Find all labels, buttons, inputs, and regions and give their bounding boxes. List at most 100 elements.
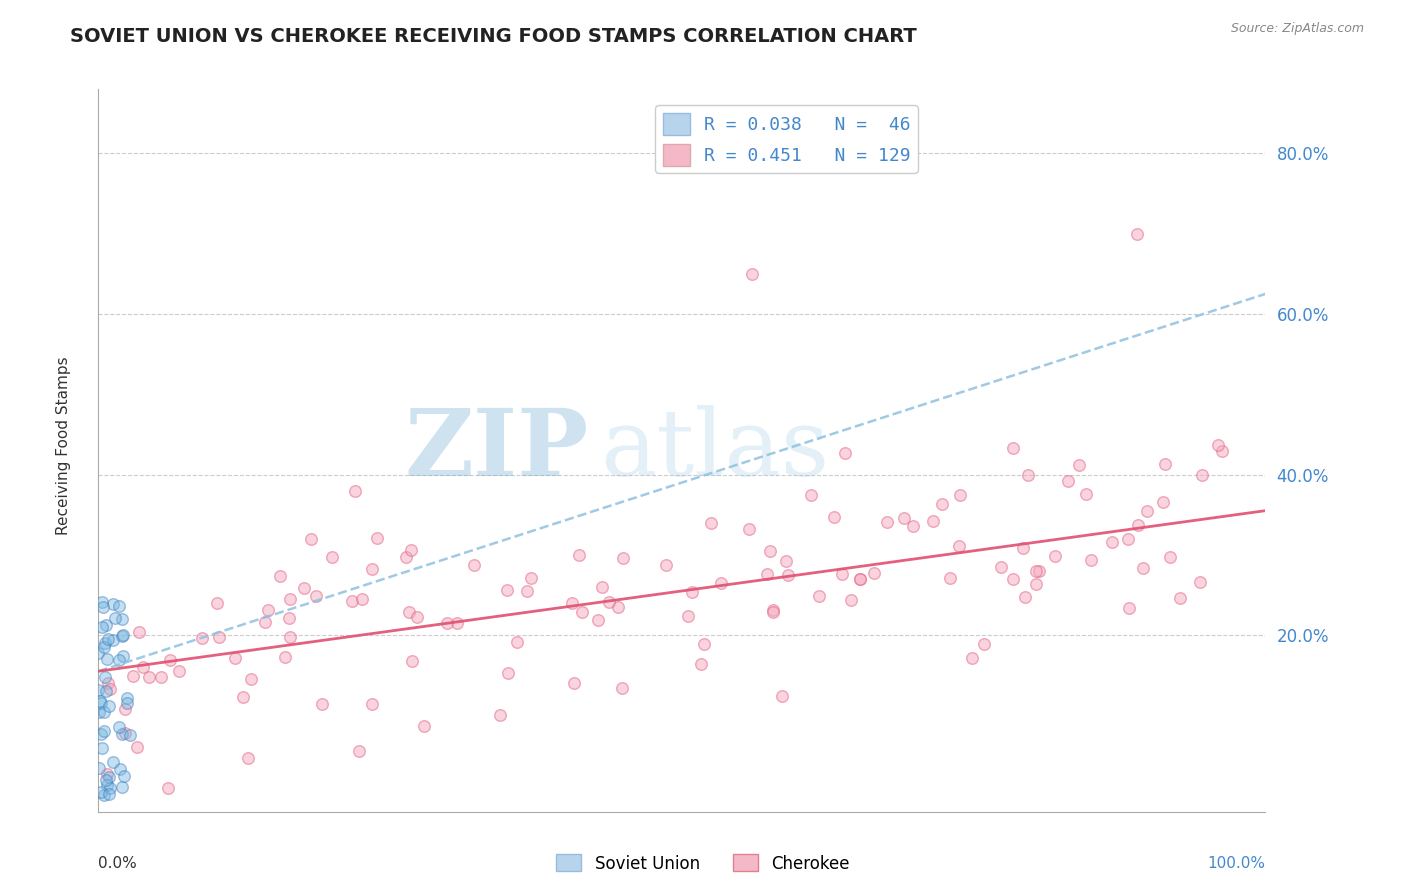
Point xyxy=(973,637,995,651)
Point xyxy=(681,585,703,599)
Point xyxy=(103,633,125,648)
Point xyxy=(738,522,761,536)
Point xyxy=(96,651,118,665)
Point xyxy=(1152,495,1174,509)
Point xyxy=(112,769,135,783)
Point xyxy=(111,612,134,626)
Point xyxy=(311,698,333,712)
Point xyxy=(598,595,620,609)
Point xyxy=(107,599,129,613)
Text: Receiving Food Stamps: Receiving Food Stamps xyxy=(56,357,70,535)
Point xyxy=(488,708,510,723)
Legend: Soviet Union, Cherokee: Soviet Union, Cherokee xyxy=(550,847,856,880)
Point xyxy=(1132,561,1154,575)
Point xyxy=(516,584,538,599)
Point xyxy=(96,618,118,632)
Point xyxy=(110,727,132,741)
Text: atlas: atlas xyxy=(600,406,830,495)
Point xyxy=(132,660,155,674)
Point xyxy=(612,551,634,566)
Point xyxy=(1159,549,1181,564)
Point xyxy=(1067,458,1090,472)
Point xyxy=(395,549,418,564)
Point xyxy=(101,756,124,770)
Point xyxy=(562,675,585,690)
Point xyxy=(755,566,778,581)
Point xyxy=(157,780,180,795)
Point xyxy=(361,562,384,576)
Point xyxy=(960,650,983,665)
Point xyxy=(495,583,517,598)
Point xyxy=(205,595,228,609)
Point xyxy=(990,560,1012,574)
Point xyxy=(96,767,118,781)
Point xyxy=(1118,601,1140,615)
Point xyxy=(93,706,115,720)
Point xyxy=(89,694,111,708)
Point xyxy=(770,690,793,704)
Point xyxy=(436,615,458,630)
Point xyxy=(108,653,131,667)
Point xyxy=(94,683,117,698)
Point xyxy=(938,571,960,585)
Point xyxy=(117,696,139,710)
Point xyxy=(91,600,114,615)
Point xyxy=(1012,541,1035,555)
Point xyxy=(299,532,322,546)
Point xyxy=(107,720,129,734)
Point xyxy=(893,510,915,524)
Point xyxy=(115,691,138,706)
Point xyxy=(239,673,262,687)
Point xyxy=(321,549,343,564)
Point xyxy=(800,488,823,502)
Point xyxy=(90,727,112,741)
Point xyxy=(120,728,142,742)
Point xyxy=(807,589,830,603)
Point xyxy=(1076,487,1098,501)
Point xyxy=(256,602,278,616)
Text: 100.0%: 100.0% xyxy=(1208,856,1265,871)
Point xyxy=(741,267,763,281)
Point xyxy=(690,657,713,671)
Point xyxy=(91,620,114,634)
Text: ZIP: ZIP xyxy=(405,406,589,495)
Point xyxy=(778,568,800,582)
Point xyxy=(274,649,297,664)
Point xyxy=(87,761,110,775)
Point xyxy=(1206,438,1229,452)
Point xyxy=(948,539,970,553)
Point xyxy=(610,681,633,696)
Point xyxy=(1001,441,1024,455)
Point xyxy=(110,629,132,643)
Point xyxy=(340,593,363,607)
Point xyxy=(606,600,628,615)
Text: 0.0%: 0.0% xyxy=(98,856,138,871)
Point xyxy=(839,593,862,607)
Point xyxy=(104,610,127,624)
Point xyxy=(344,483,367,498)
Point xyxy=(831,566,853,581)
Text: Source: ZipAtlas.com: Source: ZipAtlas.com xyxy=(1230,22,1364,36)
Point xyxy=(224,651,246,665)
Point xyxy=(87,706,110,720)
Point xyxy=(96,772,118,787)
Point xyxy=(87,683,110,698)
Point xyxy=(568,549,591,563)
Point xyxy=(159,653,181,667)
Point xyxy=(122,669,145,683)
Point xyxy=(93,789,115,803)
Point xyxy=(823,510,845,524)
Point xyxy=(349,744,371,758)
Point xyxy=(1128,517,1150,532)
Point xyxy=(94,670,117,684)
Point xyxy=(862,566,884,580)
Point xyxy=(1028,565,1050,579)
Point xyxy=(586,613,609,627)
Point xyxy=(277,611,299,625)
Point xyxy=(759,544,782,558)
Point xyxy=(1001,572,1024,586)
Point xyxy=(921,514,943,528)
Point xyxy=(520,571,543,585)
Point xyxy=(1116,533,1139,547)
Point xyxy=(292,581,315,595)
